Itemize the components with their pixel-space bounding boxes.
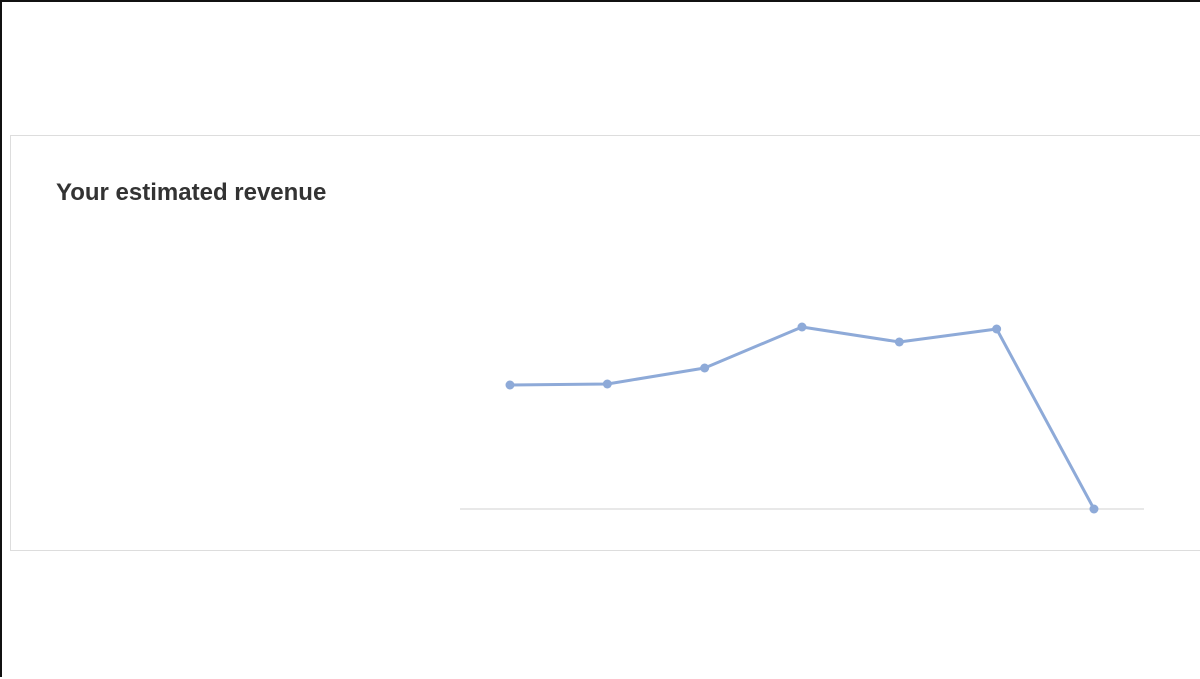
data-point	[700, 363, 710, 373]
data-point	[797, 322, 807, 332]
revenue-card: Your estimated revenue	[10, 135, 1200, 551]
revenue-line	[509, 325, 1096, 510]
data-point	[894, 337, 904, 347]
data-point	[505, 380, 515, 390]
data-point	[1089, 504, 1099, 514]
data-point	[992, 324, 1002, 334]
data-point	[602, 379, 612, 389]
card-title: Your estimated revenue	[56, 179, 327, 206]
